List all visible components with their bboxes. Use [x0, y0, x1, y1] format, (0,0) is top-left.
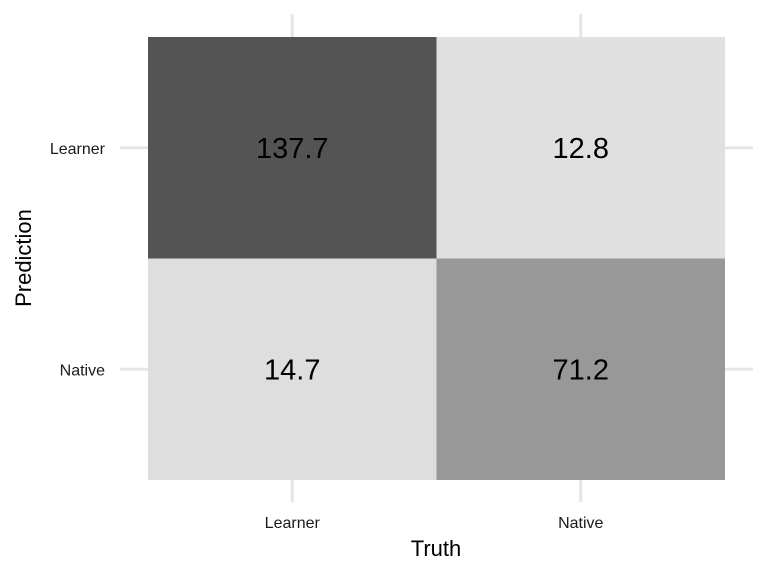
cell-truth-learner-pred-learner — [148, 37, 437, 259]
y-axis-tick-labels: Learner Native — [50, 141, 106, 380]
cell-truth-learner-pred-native-label: 14.7 — [264, 354, 320, 386]
y-axis-title: Prediction — [11, 209, 36, 307]
cell-truth-native-pred-learner — [436, 37, 725, 259]
cell-truth-native-pred-native-label: 71.2 — [553, 354, 609, 386]
heatmap-cells — [148, 37, 725, 480]
x-tick-label-learner: Learner — [265, 515, 321, 532]
cell-truth-learner-pred-native — [148, 258, 437, 480]
cell-truth-native-pred-learner-label: 12.8 — [553, 133, 609, 165]
cell-truth-learner-pred-learner-label: 137.7 — [256, 133, 329, 165]
y-tick-label-native: Native — [60, 362, 105, 379]
x-tick-label-native: Native — [558, 515, 603, 532]
cell-value-labels: 137.7 12.8 14.7 71.2 — [256, 133, 609, 387]
cell-truth-native-pred-native — [436, 258, 725, 480]
x-axis-tick-labels: Learner Native — [265, 515, 604, 532]
x-axis-title: Truth — [411, 536, 462, 561]
y-tick-label-learner: Learner — [50, 141, 106, 158]
